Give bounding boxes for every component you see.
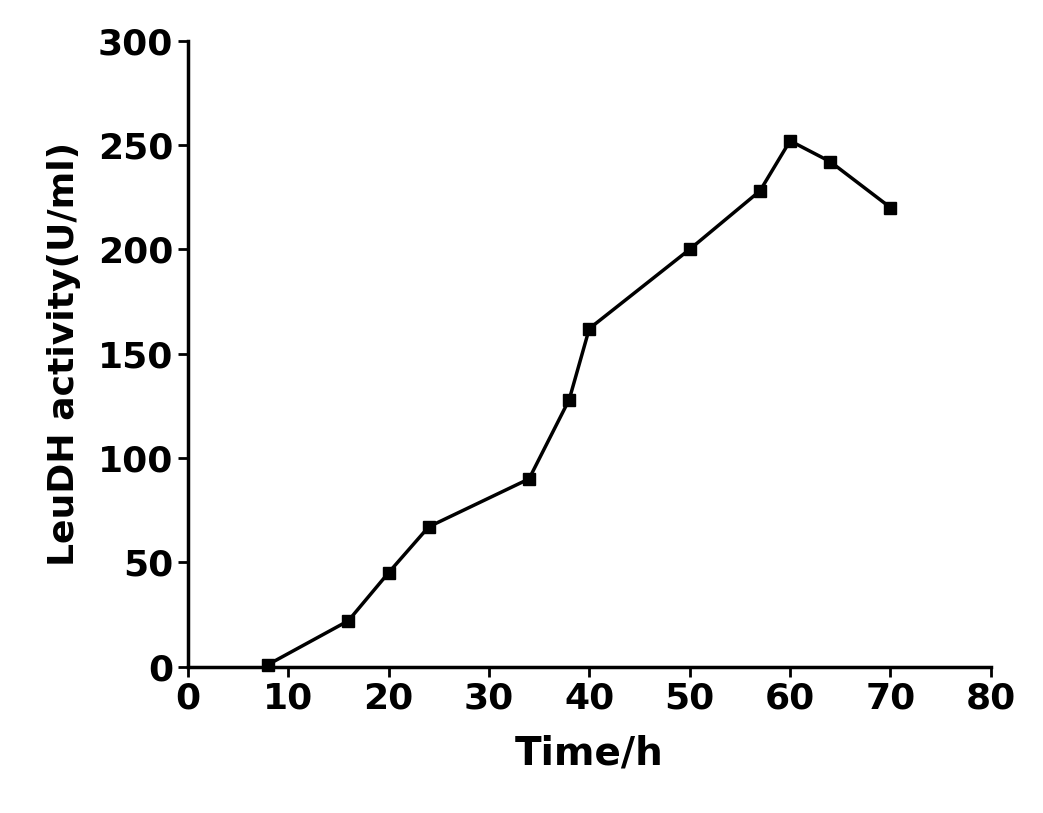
- X-axis label: Time/h: Time/h: [515, 735, 663, 772]
- Y-axis label: LeuDH activity(U/ml): LeuDH activity(U/ml): [47, 141, 81, 566]
